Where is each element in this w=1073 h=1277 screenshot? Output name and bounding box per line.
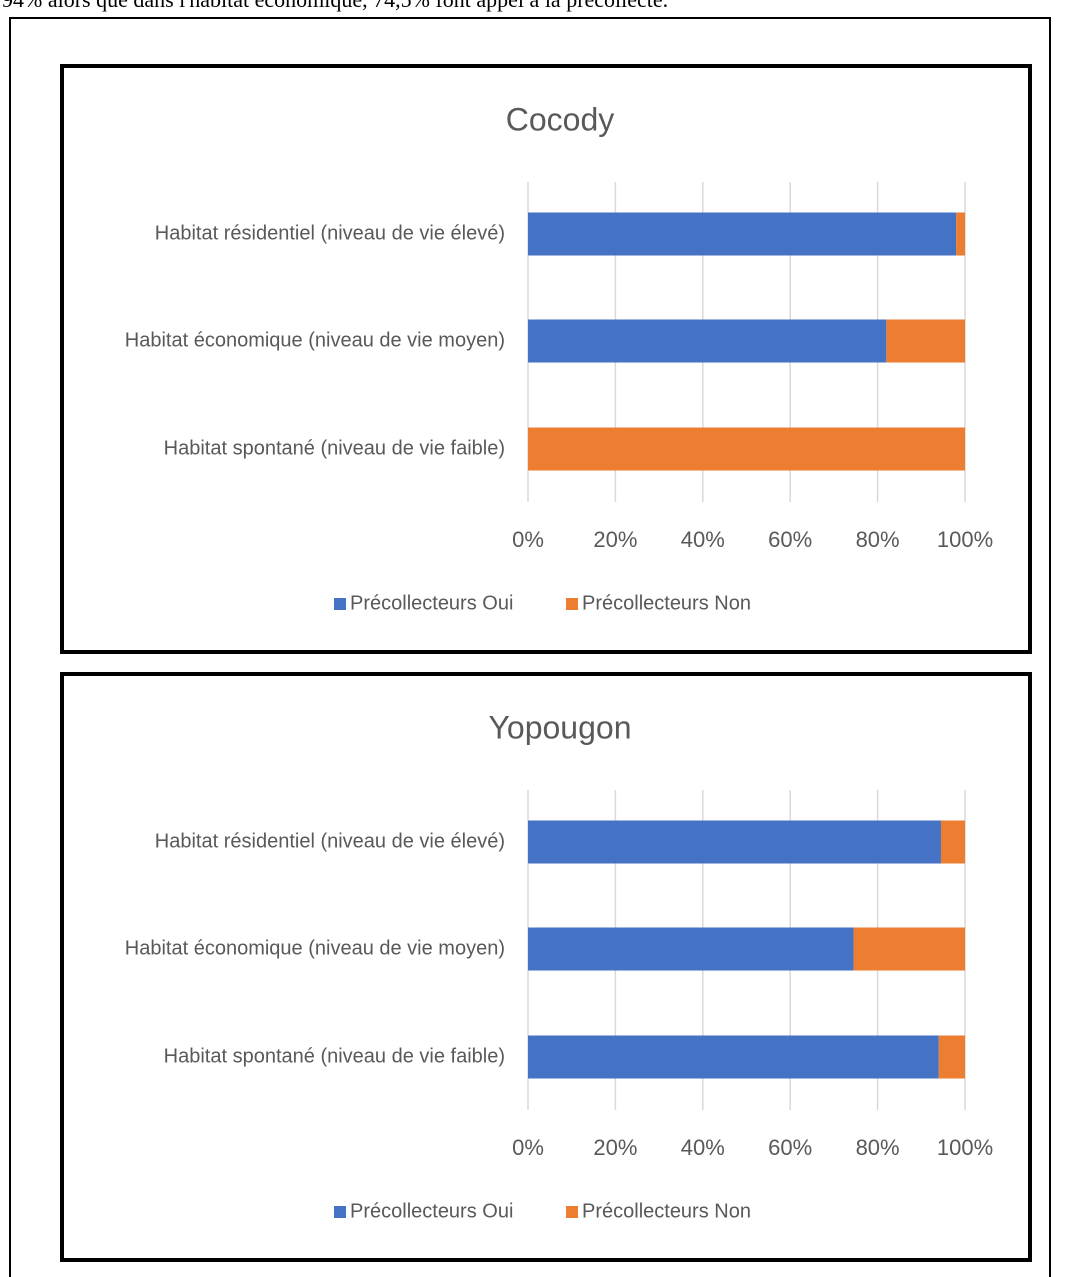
- x-tick-label: 80%: [856, 1135, 900, 1160]
- x-tick-label: 40%: [681, 1135, 725, 1160]
- x-tick-label: 100%: [937, 1135, 993, 1160]
- bar-segment: [853, 927, 965, 971]
- category-label: Habitat résidentiel (niveau de vie élevé…: [155, 830, 505, 852]
- chart-title: Yopougon: [489, 709, 632, 745]
- bar-segment: [528, 212, 957, 256]
- category-label: Habitat économique (niveau de vie moyen): [125, 329, 505, 351]
- bar-segment: [528, 1035, 939, 1079]
- bar-segment: [528, 319, 887, 363]
- x-tick-label: 100%: [937, 527, 993, 552]
- bar-segment: [938, 1035, 965, 1079]
- legend-swatch: [566, 598, 578, 610]
- x-tick-label: 20%: [593, 527, 637, 552]
- bar-segment: [956, 212, 965, 256]
- x-tick-label: 0%: [512, 527, 544, 552]
- legend-label: Précollecteurs Non: [582, 1200, 751, 1222]
- x-tick-label: 20%: [593, 1135, 637, 1160]
- x-tick-label: 40%: [681, 527, 725, 552]
- category-label: Habitat résidentiel (niveau de vie élevé…: [155, 222, 505, 244]
- legend-swatch: [334, 598, 346, 610]
- legend-label: Précollecteurs Oui: [350, 592, 513, 614]
- bar-segment: [528, 820, 941, 864]
- x-tick-label: 80%: [856, 527, 900, 552]
- legend-swatch: [334, 1206, 346, 1218]
- outer-frame: [9, 17, 1051, 1277]
- bar-segment: [886, 319, 965, 363]
- bar-segment: [528, 927, 854, 971]
- category-label: Habitat spontané (niveau de vie faible): [164, 1045, 505, 1067]
- x-tick-label: 60%: [768, 1135, 812, 1160]
- x-tick-label: 60%: [768, 527, 812, 552]
- legend-label: Précollecteurs Oui: [350, 1200, 513, 1222]
- body-text: 94% alors que dans l'habitat économique,…: [2, 0, 668, 12]
- legend-swatch: [566, 1206, 578, 1218]
- category-label: Habitat spontané (niveau de vie faible): [164, 437, 505, 459]
- x-tick-label: 0%: [512, 1135, 544, 1160]
- bar-segment: [940, 820, 965, 864]
- chart-title: Cocody: [506, 101, 615, 137]
- legend-label: Précollecteurs Non: [582, 592, 751, 614]
- bar-segment: [528, 427, 965, 471]
- category-label: Habitat économique (niveau de vie moyen): [125, 937, 505, 959]
